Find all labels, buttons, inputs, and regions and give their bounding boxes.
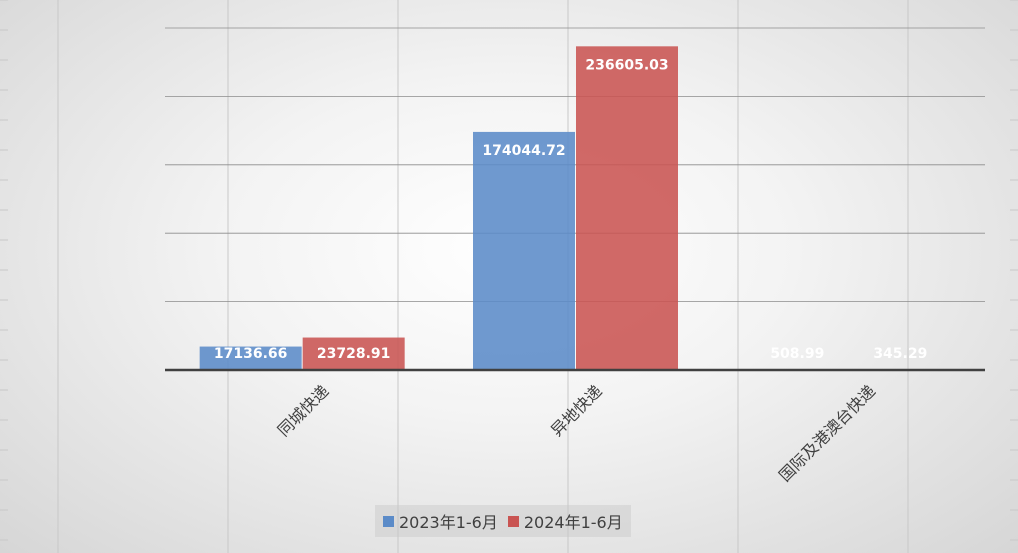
category-label-1: 异地快递 xyxy=(547,381,606,440)
legend-swatch-2023 xyxy=(383,515,394,527)
bars xyxy=(199,46,952,371)
bar-2024-1 xyxy=(576,46,678,371)
data-label-2023-2: 508.99 xyxy=(770,346,824,362)
data-labels: 17136.66 23728.91 174044.72 236605.03 508.99… xyxy=(214,57,927,362)
bar-2024-0 xyxy=(302,337,405,370)
data-label-2023-0: 17136.66 xyxy=(214,346,288,362)
data-label-2023-1: 174044.72 xyxy=(482,143,565,159)
legend-item-2024: 2024年1-6月 xyxy=(507,509,623,533)
category-labels: 同城快递 异地快递 国际及港澳台快递 xyxy=(274,381,879,485)
legend-swatch-2024 xyxy=(507,515,519,527)
data-label-2024-2: 345.29 xyxy=(873,346,927,362)
legend-item-2023: 2023年1-6月 xyxy=(383,509,498,533)
category-label-2: 国际及港澳台快递 xyxy=(775,381,879,485)
bar-2023-1 xyxy=(473,131,575,370)
legend-label-2024: 2024年1-6月 xyxy=(523,513,623,532)
data-label-2024-1: 236605.03 xyxy=(585,57,668,73)
legend-label-2023: 2023年1-6月 xyxy=(399,513,498,532)
category-label-0: 同城快递 xyxy=(274,381,333,440)
data-label-2024-0: 23728.91 xyxy=(317,346,391,362)
bar-2023-0 xyxy=(199,346,302,370)
legend: 2023年1-6月 2024年1-6月 xyxy=(375,505,631,537)
